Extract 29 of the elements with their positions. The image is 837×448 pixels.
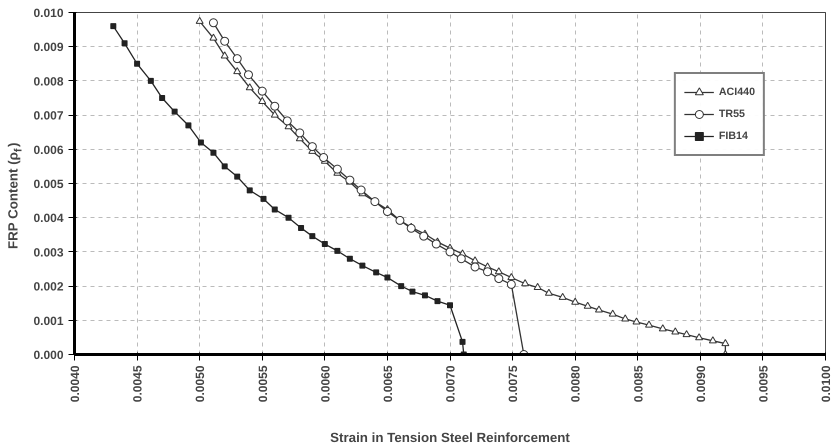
y-tick-label: 0.002 xyxy=(33,280,64,294)
x-tick-label: 0.0045 xyxy=(130,365,145,402)
x-tick-label: 0.0070 xyxy=(444,365,458,402)
y-tick-label: 0.008 xyxy=(33,74,64,88)
y-tick-label: 0.005 xyxy=(33,177,64,191)
y-tick-label: 0.004 xyxy=(33,211,64,226)
x-tick-label: 0.0050 xyxy=(193,365,208,402)
x-tick-label: 0.0080 xyxy=(568,365,583,402)
y-tick-label: 0.010 xyxy=(33,6,64,20)
x-tick-label: 0.0100 xyxy=(819,365,833,402)
y-axis-title: FRP Content (ρf) xyxy=(6,142,24,249)
y-tick-label: 0.006 xyxy=(33,142,64,157)
x-tick-label: 0.0095 xyxy=(756,365,770,402)
y-tick-label: 0.001 xyxy=(33,314,64,328)
y-tick-label: 0.000 xyxy=(33,348,64,362)
x-tick-label: 0.0055 xyxy=(256,365,270,402)
x-tick-label: 0.0060 xyxy=(318,365,332,402)
y-tick-label: 0.003 xyxy=(33,245,64,260)
legend-label: FIB14 xyxy=(718,130,748,142)
x-tick-label: 0.0075 xyxy=(506,365,520,402)
y-tick-label: 0.009 xyxy=(33,40,64,54)
y-tick-label: 0.007 xyxy=(33,108,64,123)
x-tick-label: 0.0065 xyxy=(380,365,395,402)
legend-label: TR55 xyxy=(718,108,745,120)
x-tick-label: 0.0040 xyxy=(68,365,82,402)
legend-label: ACI440 xyxy=(718,86,755,98)
x-tick-label: 0.0090 xyxy=(694,365,708,402)
x-axis-title: Strain in Tension Steel Reinforcement xyxy=(330,430,570,446)
x-tick-label: 0.0085 xyxy=(631,365,646,402)
